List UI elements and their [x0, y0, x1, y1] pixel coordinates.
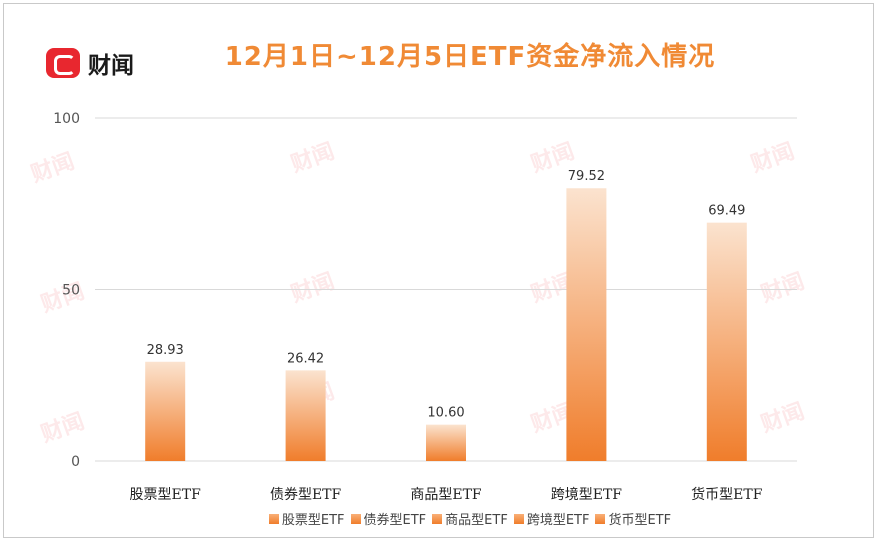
- legend-label: 债券型ETF: [363, 513, 427, 528]
- x-category-label: 债券型ETF: [270, 487, 342, 503]
- legend-swatch: [268, 513, 279, 524]
- bar-value-label: 69.49: [708, 204, 745, 219]
- legend-item: 货币型ETF: [595, 509, 671, 528]
- bar: [285, 370, 326, 461]
- y-tick-label: 100: [53, 111, 80, 127]
- legend-label: 商品型ETF: [445, 513, 508, 528]
- x-category-label: 股票型ETF: [130, 487, 202, 503]
- legend-swatch: [350, 513, 361, 524]
- bar: [145, 361, 186, 461]
- logo-icon: [46, 48, 80, 78]
- legend-label: 货币型ETF: [608, 513, 672, 528]
- bar: [706, 222, 747, 461]
- x-category-label: 货币型ETF: [691, 486, 763, 503]
- legend-swatch: [432, 513, 443, 524]
- bar-value-label: 10.60: [427, 406, 464, 421]
- x-category-label: 跨境型ETF: [551, 487, 623, 503]
- legend-swatch: [513, 513, 524, 524]
- bar: [566, 188, 607, 461]
- legend-item: 股票型ETF: [268, 509, 345, 528]
- legend-label: 跨境型ETF: [526, 513, 590, 528]
- y-tick-label: 0: [71, 454, 80, 470]
- bar-value-label: 79.52: [568, 169, 605, 184]
- chart-title: 12月1日~12月5日ETF资金净流入情况: [224, 42, 716, 72]
- chart-legend: 股票型ETF 债券型ETF 商品型ETF 跨境型ETF 货币型ETF: [200, 509, 740, 528]
- brand-logo: 财闻: [46, 46, 134, 80]
- legend-label: 股票型ETF: [281, 513, 345, 528]
- legend-item: 商品型ETF: [432, 509, 508, 528]
- logo-text: 财闻: [88, 53, 134, 79]
- bar: [426, 424, 466, 461]
- y-tick-label: 50: [62, 283, 80, 299]
- legend-swatch: [595, 513, 606, 524]
- x-category-label: 商品型ETF: [410, 487, 482, 503]
- bar-value-label: 26.42: [287, 351, 324, 366]
- bar-value-label: 28.93: [147, 343, 184, 358]
- legend-item: 债券型ETF: [350, 509, 427, 528]
- legend-item: 跨境型ETF: [513, 509, 590, 528]
